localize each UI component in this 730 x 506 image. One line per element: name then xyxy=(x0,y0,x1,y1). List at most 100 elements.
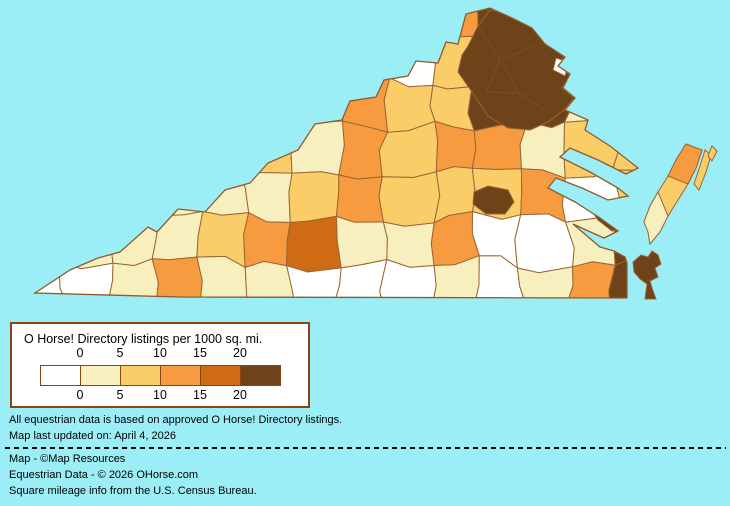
legend-swatch xyxy=(40,365,81,386)
county-cell xyxy=(96,8,160,40)
legend-title: O Horse! Directory listings per 1000 sq.… xyxy=(24,332,263,346)
region-eastern-shore-south xyxy=(643,190,669,246)
county-cell xyxy=(378,171,441,227)
county-cell xyxy=(35,260,68,298)
county-cell xyxy=(286,264,342,298)
legend-tick-label: 10 xyxy=(153,346,167,360)
county-cell xyxy=(379,258,437,298)
county-cell xyxy=(35,210,64,266)
county-cell xyxy=(379,8,434,41)
county-cell xyxy=(105,165,162,217)
county-cell xyxy=(428,8,479,41)
county-borders-inner xyxy=(477,25,545,111)
county-cell xyxy=(35,75,67,131)
county-cell xyxy=(335,215,388,269)
note-last-updated: Map last updated on: April 4, 2026 xyxy=(9,430,176,442)
county-cell xyxy=(151,256,203,298)
county-cell xyxy=(35,123,72,176)
county-cell xyxy=(288,171,340,224)
county-cell xyxy=(335,174,384,223)
credit-census: Square mileage info from the U.S. Census… xyxy=(9,485,257,497)
credit-data: Equestrian Data - © 2026 OHorse.com xyxy=(9,469,199,481)
county-cell xyxy=(378,31,437,88)
county-cell xyxy=(196,255,253,298)
legend-tick-label: 20 xyxy=(233,388,247,402)
county-cell xyxy=(286,215,342,273)
legend-swatch xyxy=(160,365,201,386)
county-cell xyxy=(516,266,574,298)
county-cell xyxy=(102,29,152,88)
legend-swatch xyxy=(120,365,161,386)
county-cell xyxy=(331,31,391,89)
dashed-divider xyxy=(5,447,726,449)
county-cell xyxy=(561,8,615,40)
county-cell xyxy=(35,8,62,42)
county-cell xyxy=(57,208,114,270)
county-cell xyxy=(151,122,203,168)
county-cell xyxy=(563,261,616,298)
region-eastern-shore-north xyxy=(667,143,703,185)
legend-swatch xyxy=(200,365,241,386)
county-cell xyxy=(244,260,297,298)
legend-tick-label: 15 xyxy=(193,346,207,360)
county-cell xyxy=(561,169,620,223)
legend-tick-label: 0 xyxy=(76,388,84,402)
county-cell xyxy=(331,8,391,44)
county-cell xyxy=(58,262,114,298)
county-cell xyxy=(151,162,204,217)
credit-map: Map - ©Map Resources xyxy=(9,453,126,465)
county-cell xyxy=(330,258,388,298)
county-cell xyxy=(608,8,638,42)
county-cell xyxy=(150,77,203,129)
county-cell xyxy=(610,77,638,130)
county-cell xyxy=(240,35,293,86)
legend-swatch xyxy=(80,365,121,386)
county-grid xyxy=(35,8,638,298)
legend-tick-label: 0 xyxy=(76,346,84,360)
county-cell xyxy=(147,8,204,38)
legend-swatch xyxy=(240,365,281,386)
county-cell xyxy=(200,8,242,41)
legend-tick-label: 5 xyxy=(116,346,124,360)
county-cell xyxy=(100,77,156,124)
region-richmond xyxy=(472,185,515,215)
legend-ticks-bottom: 0 5 10 15 20 xyxy=(40,388,286,403)
county-cell xyxy=(147,32,203,86)
virginia-county-map xyxy=(32,7,718,300)
legend-tick-label: 15 xyxy=(193,388,207,402)
county-cell xyxy=(35,37,62,88)
legend-tick-label: 10 xyxy=(153,388,167,402)
legend-tick-label: 5 xyxy=(116,388,124,402)
county-cell xyxy=(35,166,68,220)
county-cell xyxy=(561,35,615,85)
county-cell xyxy=(245,82,296,129)
county-cell xyxy=(611,122,638,173)
county-cell xyxy=(151,210,204,261)
region-virginia-beach xyxy=(632,250,662,300)
map-legend: O Horse! Directory listings per 1000 sq.… xyxy=(10,322,310,408)
county-cell xyxy=(234,8,294,41)
county-cell xyxy=(289,8,339,45)
county-cell xyxy=(287,34,342,89)
county-cell xyxy=(288,120,345,176)
county-cell xyxy=(64,120,113,177)
county-cell xyxy=(57,166,112,216)
county-cell xyxy=(60,81,108,128)
county-cell xyxy=(473,255,527,298)
state-outline xyxy=(32,7,640,299)
county-cell xyxy=(606,37,638,82)
county-cell xyxy=(106,258,159,298)
note-data-source: All equestrian data is based on approved… xyxy=(9,414,343,426)
county-cell xyxy=(198,120,247,173)
county-cell xyxy=(102,120,158,177)
region-barrier-island-small xyxy=(707,145,718,162)
county-cell xyxy=(193,78,252,128)
legend-color-scale xyxy=(40,365,281,386)
county-cell xyxy=(57,38,109,88)
county-cell xyxy=(431,254,480,298)
county-cell xyxy=(193,32,250,86)
legend-ticks-top: 0 5 10 15 20 xyxy=(40,346,286,361)
county-cell xyxy=(56,8,104,45)
legend-tick-label: 20 xyxy=(233,346,247,360)
